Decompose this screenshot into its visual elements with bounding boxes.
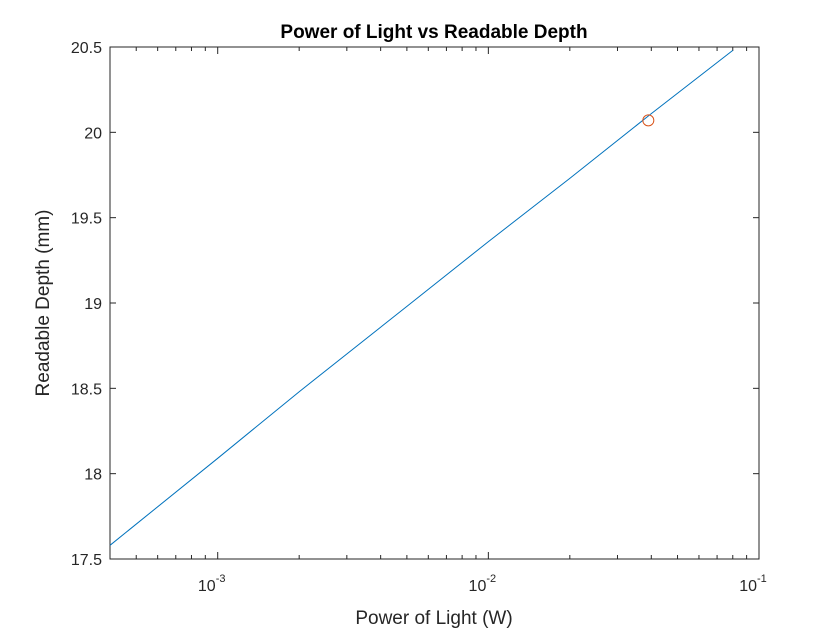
chart-title: Power of Light vs Readable Depth (280, 22, 587, 43)
y-tick-label: 20 (84, 125, 102, 142)
x-tick-label: 10-2 (469, 573, 497, 595)
series-group (109, 50, 734, 546)
y-tick-label: 18.5 (71, 381, 102, 398)
x-axis-label: Power of Light (W) (355, 608, 512, 629)
plot-area (109, 46, 760, 560)
x-tick-label: 10-1 (739, 573, 767, 595)
x-tick-label-exponent: -3 (216, 573, 226, 585)
x-tick-label-base: 10 (198, 578, 216, 595)
y-tick-label: 19 (84, 296, 102, 313)
y-axis-label: Readable Depth (mm) (33, 210, 54, 397)
y-tick-label: 20.5 (71, 40, 102, 57)
y-tick-label: 18 (84, 467, 102, 484)
x-tick-label-exponent: -1 (757, 573, 767, 585)
y-tick-label: 19.5 (71, 211, 102, 228)
x-tick-label-exponent: -2 (486, 573, 496, 585)
highlight-marker (642, 114, 655, 127)
x-tick-labels: 10-3 10-2 10-1 (198, 573, 767, 595)
y-tick-labels: 17.5 18 18.5 19 19.5 20 20.5 (71, 40, 102, 569)
axis-ticks (109, 46, 760, 560)
x-tick-label-base: 10 (469, 578, 487, 595)
y-tick-label: 17.5 (71, 552, 102, 569)
x-tick-label: 10-3 (198, 573, 226, 595)
x-tick-label-base: 10 (739, 578, 757, 595)
series-line (109, 50, 734, 546)
